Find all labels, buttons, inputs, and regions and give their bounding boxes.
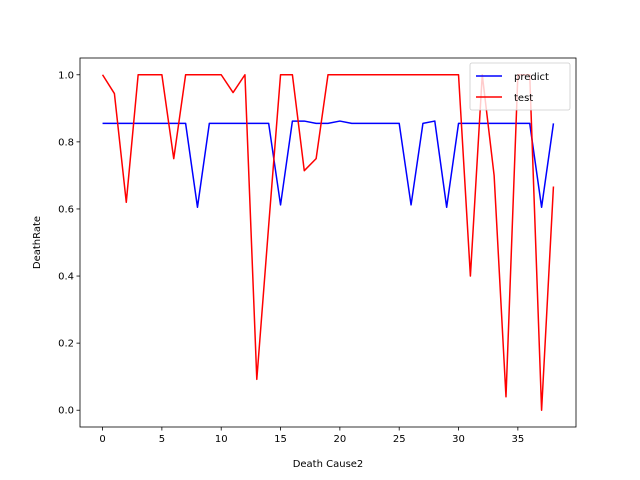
y-axis-ticks: 0.0 0.2 0.4 0.6 0.8 1.0 (58, 70, 80, 417)
x-tick-label: 30 (452, 434, 465, 445)
legend-box (469, 62, 571, 111)
y-tick-label: 1.0 (58, 70, 74, 81)
x-tick-label: 25 (393, 434, 406, 445)
y-tick-label: 0.2 (58, 339, 74, 350)
y-tick-label: 0.4 (58, 272, 74, 283)
series-line-test (101, 74, 555, 411)
y-tick-label: 0.6 (58, 204, 74, 215)
plot-lines (101, 74, 555, 411)
plot-frame (79, 57, 577, 428)
x-tick-label: 0 (99, 434, 105, 445)
x-tick-label: 10 (215, 434, 228, 445)
y-tick-label: 0.0 (58, 406, 74, 417)
x-axis-ticks: 0 5 10 15 20 25 30 35 (99, 427, 524, 445)
y-axis-label: DeathRate (32, 216, 43, 269)
legend: predict test (469, 62, 571, 111)
legend-label-test: test (514, 93, 533, 104)
legend-label-predict: predict (514, 72, 549, 83)
y-tick-label: 0.8 (58, 137, 74, 148)
series-line-predict (102, 120, 555, 209)
x-axis-label: Death Cause2 (293, 459, 364, 470)
x-tick-label: 20 (333, 434, 346, 445)
x-tick-label: 15 (274, 434, 287, 445)
x-tick-label: 5 (159, 434, 165, 445)
x-tick-label: 35 (511, 434, 524, 445)
